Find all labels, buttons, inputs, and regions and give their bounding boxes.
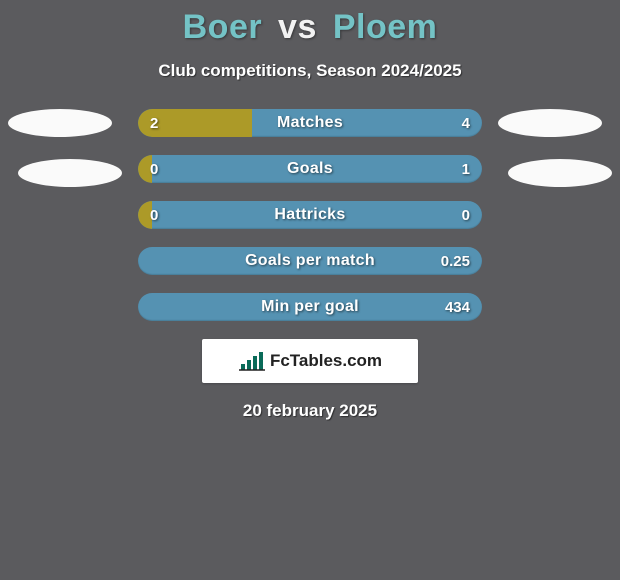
stat-rows: 2Matches40Goals10Hattricks0Goals per mat…: [138, 109, 482, 321]
stat-row: Goals per match0.25: [138, 247, 482, 275]
stat-row: Min per goal434: [138, 293, 482, 321]
player1-name: Boer: [183, 8, 262, 46]
player-oval: [8, 109, 112, 137]
subtitle: Club competitions, Season 2024/2025: [0, 61, 620, 81]
page-title: Boer vs Ploem: [0, 0, 620, 47]
stats-stage: 2Matches40Goals10Hattricks0Goals per mat…: [0, 109, 620, 321]
stat-row: 2Matches4: [138, 109, 482, 137]
stat-label: Min per goal: [138, 293, 482, 321]
bar-chart-icon: [238, 350, 266, 372]
player-oval: [508, 159, 612, 187]
stat-row: 0Goals1: [138, 155, 482, 183]
stat-value-right: 0: [462, 201, 470, 229]
stat-row: 0Hattricks0: [138, 201, 482, 229]
player-oval: [498, 109, 602, 137]
date-text: 20 february 2025: [0, 401, 620, 421]
comparison-card: Boer vs Ploem Club competitions, Season …: [0, 0, 620, 580]
vs-text: vs: [278, 8, 317, 46]
stat-value-right: 434: [445, 293, 470, 321]
stat-label: Hattricks: [138, 201, 482, 229]
stat-label: Goals: [138, 155, 482, 183]
logo-box: FcTables.com: [202, 339, 418, 383]
stat-value-right: 4: [462, 109, 470, 137]
player-oval: [18, 159, 122, 187]
stat-label: Matches: [138, 109, 482, 137]
stat-value-right: 0.25: [441, 247, 470, 275]
stat-label: Goals per match: [138, 247, 482, 275]
stat-value-right: 1: [462, 155, 470, 183]
logo-text: FcTables.com: [270, 351, 382, 371]
player2-name: Ploem: [333, 8, 438, 46]
